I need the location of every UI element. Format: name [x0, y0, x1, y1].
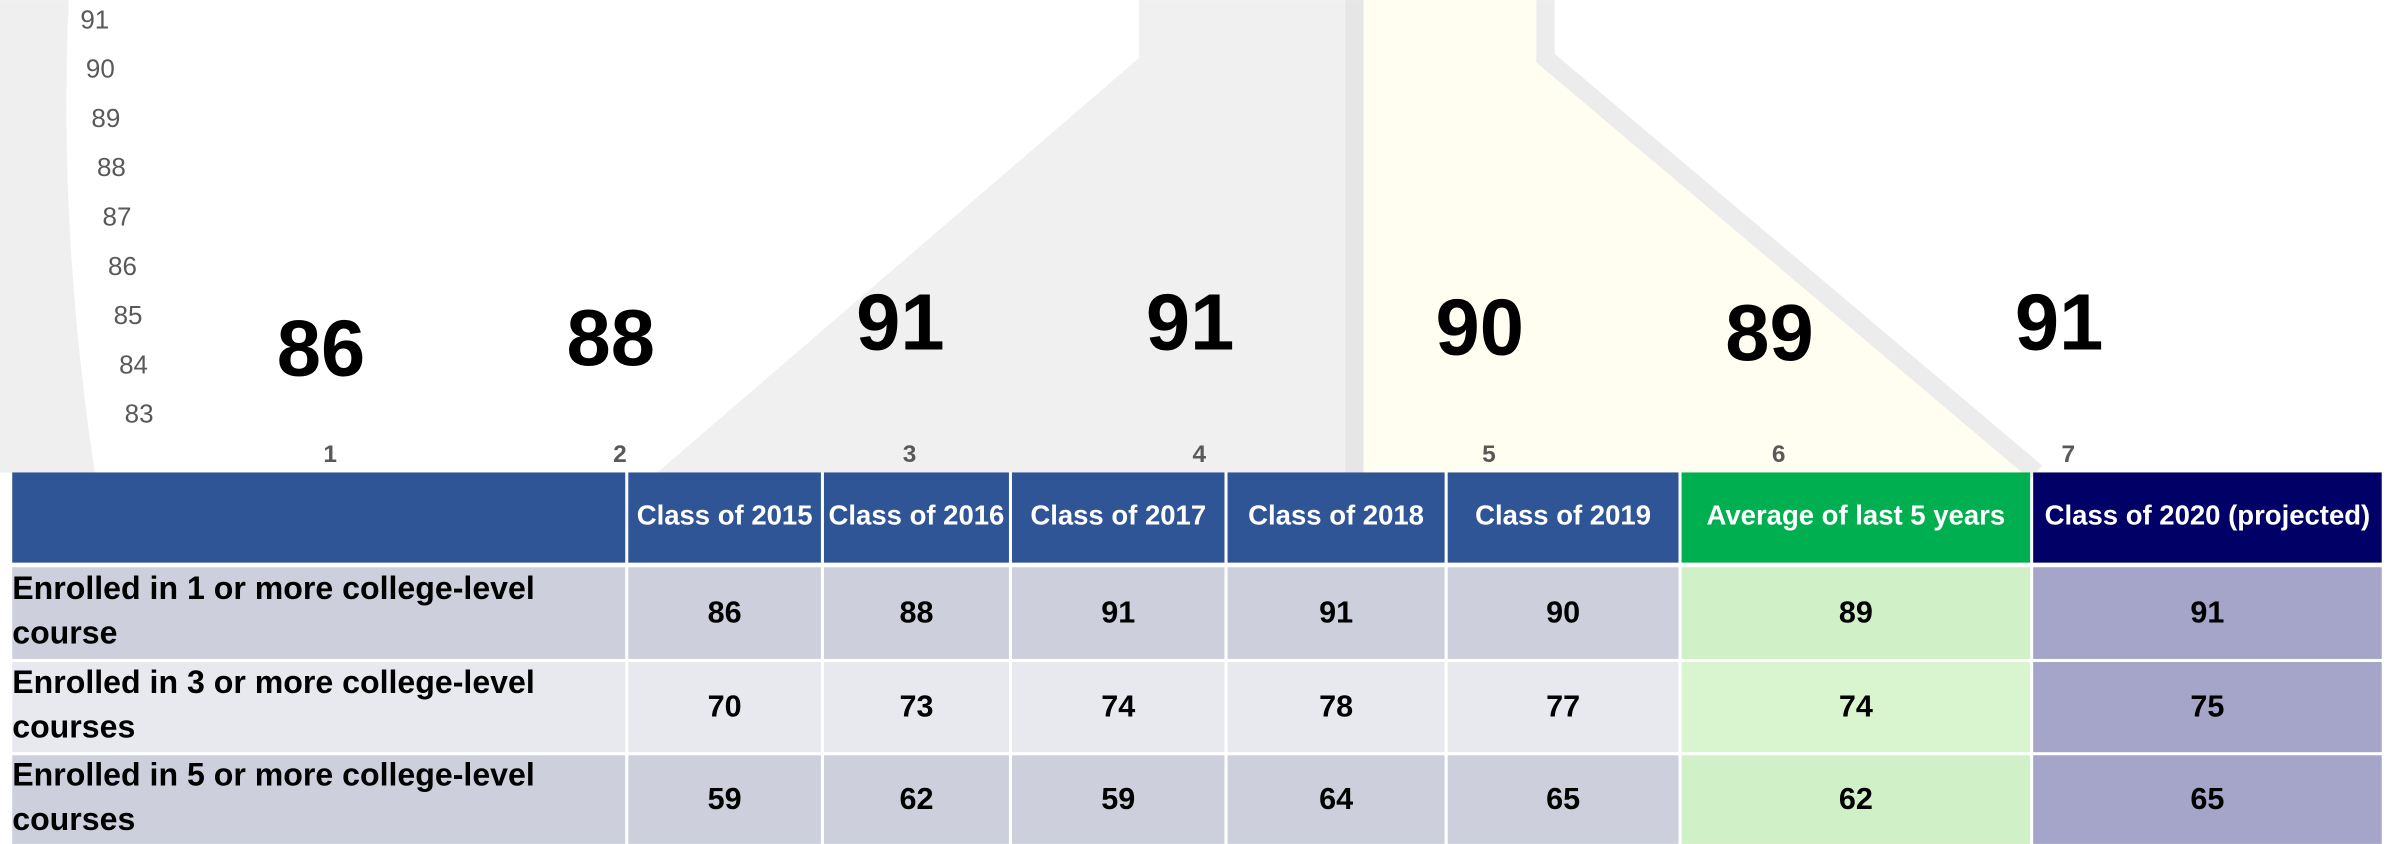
table-value: 70 [708, 690, 742, 724]
x-tick-label: 1 [323, 441, 337, 468]
data-label: 91 [1146, 277, 1234, 366]
x-tick-label: 7 [2062, 441, 2076, 468]
column-header: Class of 2019 [1475, 500, 1651, 531]
x-tick-label: 5 [1482, 441, 1496, 468]
table-cell [1447, 662, 1679, 753]
table-value: 62 [899, 782, 933, 816]
row-label: Enrolled in 3 or more college-level cour… [12, 664, 544, 744]
table-cell [12, 567, 626, 659]
data-label: 91 [856, 277, 944, 366]
table-value: 65 [1546, 782, 1580, 816]
header-cell [1011, 472, 1225, 563]
table-value: 91 [1101, 596, 1135, 630]
table-cell [12, 662, 626, 753]
table-cell [1227, 567, 1445, 659]
x-tick-label: 3 [903, 441, 917, 468]
table-value: 59 [708, 782, 742, 816]
table-cell [628, 567, 821, 659]
data-label: 91 [2015, 277, 2103, 366]
y-tick-label: 83 [125, 399, 154, 429]
table-value: 64 [1319, 782, 1353, 816]
table-cell [1227, 755, 1445, 844]
bg-arc [0, 0, 95, 473]
column-header: Class of 2020 (projected) [2045, 500, 2371, 531]
chart: 83 84 85 86 87 88 89 90 91 1 86 2 88 3 91 4 91 5 90 6 89 7 91 [80, 4, 2103, 468]
table-cell [2033, 755, 2382, 844]
table: Class of 2015 Class of 2016 Class of 2017 C… [12, 472, 2382, 844]
table-cell [1011, 567, 1225, 659]
data-label: 90 [1436, 283, 1524, 372]
y-tick-label: 87 [103, 202, 132, 232]
y-tick-label: 88 [97, 152, 126, 182]
table-value: 86 [708, 596, 742, 630]
data-label: 86 [277, 303, 365, 392]
x-tick-label: 6 [1772, 441, 1786, 468]
table-value: 62 [1839, 782, 1873, 816]
column-header: Class of 2016 [829, 500, 1005, 531]
header-cell [823, 472, 1009, 563]
table-value: 74 [1839, 690, 1873, 724]
table-value: 77 [1546, 690, 1580, 724]
header-cell [1681, 472, 2031, 563]
table-value: 91 [2190, 596, 2224, 630]
bg-gray-shape [657, 0, 1346, 473]
row-label: Enrolled in 1 or more college-level cour… [12, 570, 544, 650]
header-cell [2033, 472, 2382, 563]
y-tick-label: 86 [108, 251, 137, 281]
y-tick-label: 91 [80, 4, 109, 34]
header-cell [628, 472, 821, 563]
x-tick-label: 4 [1192, 441, 1206, 468]
table-value: 90 [1546, 596, 1580, 630]
header-cell [1227, 472, 1445, 563]
table-cell [823, 755, 1009, 844]
table-value: 91 [1319, 596, 1353, 630]
y-tick-label: 85 [114, 300, 143, 330]
header-cell [1447, 472, 1679, 563]
table-cell [2033, 567, 2382, 659]
bg-outline [1536, 0, 2043, 480]
table-value: 89 [1839, 596, 1873, 630]
table-cell [1011, 662, 1225, 753]
table-cell [628, 662, 821, 753]
y-tick-label: 84 [119, 349, 148, 379]
table-cell [823, 662, 1009, 753]
table-cell [1227, 662, 1445, 753]
data-label: 88 [567, 293, 655, 382]
table-value: 65 [2190, 782, 2224, 816]
table-cell [1447, 567, 1679, 659]
header-cell [12, 472, 626, 563]
y-tick-label: 89 [91, 103, 120, 133]
x-tick-label: 2 [613, 441, 627, 468]
table-cell [1681, 567, 2031, 659]
data-label: 89 [1725, 288, 1813, 377]
y-tick-label: 90 [86, 54, 115, 84]
table-value: 74 [1101, 690, 1135, 724]
table-cell [1681, 755, 2031, 844]
table-cell [12, 755, 626, 844]
background [0, 0, 2043, 480]
column-header: Class of 2018 [1248, 500, 1424, 531]
table-value: 75 [2190, 690, 2224, 724]
table-value: 78 [1319, 690, 1353, 724]
table-cell [628, 755, 821, 844]
table-cell [1681, 662, 2031, 753]
table-value: 88 [899, 596, 933, 630]
column-header: Average of last 5 years [1707, 500, 2006, 531]
bg-strip [1345, 0, 1364, 473]
row-label: Enrolled in 5 or more college-level cour… [12, 757, 544, 837]
table-cell [2033, 662, 2382, 753]
table-cell [1447, 755, 1679, 844]
column-header: Class of 2015 [637, 500, 813, 531]
table-value: 59 [1101, 782, 1135, 816]
table-value: 73 [899, 690, 933, 724]
table-cell [823, 567, 1009, 659]
column-header: Class of 2017 [1030, 500, 1206, 531]
table-cell [1011, 755, 1225, 844]
bg-yellow-shape [1363, 0, 2026, 473]
